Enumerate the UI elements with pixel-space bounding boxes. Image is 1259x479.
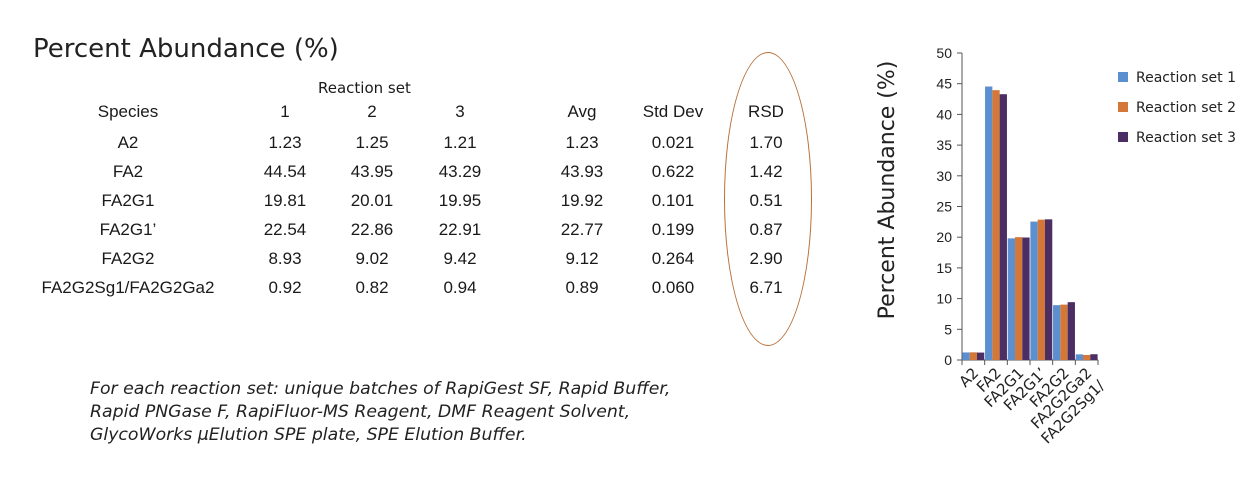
bar-3	[1022, 237, 1030, 360]
y-tick-label: 20	[936, 229, 952, 245]
bar-2	[992, 90, 1000, 360]
column-header: Std Dev	[642, 102, 704, 121]
bar-1	[1053, 305, 1061, 360]
table-cell: 0.622	[651, 162, 695, 181]
legend-label-1: Reaction set 1	[1136, 70, 1236, 86]
y-tick-label: 5	[944, 321, 952, 337]
footnote-line-2: Rapid PNGase F, RapiFluor-MS Reagent, DM…	[90, 402, 631, 422]
table-cell: 1.23	[268, 133, 302, 152]
table-cell: 22.86	[350, 220, 394, 239]
column-header: Species	[97, 102, 159, 121]
bar-2	[969, 352, 977, 360]
bar-2	[1083, 354, 1091, 360]
table-cell: 22.54	[263, 220, 307, 239]
legend-swatch-1	[1118, 72, 1128, 82]
footnote: For each reaction set: unique batches of…	[90, 378, 850, 447]
table-cell: 0.92	[268, 278, 302, 297]
table-cell: 0.060	[651, 278, 695, 297]
species-cell: FA2	[112, 162, 144, 181]
legend-swatch-3	[1118, 132, 1128, 142]
table-cell: 9.02	[355, 249, 389, 268]
table-cell: 8.93	[268, 249, 302, 268]
table-cell: 9.12	[565, 249, 599, 268]
table-cell: 43.95	[350, 162, 394, 181]
column-header: Avg	[567, 102, 597, 121]
table-cell: 0.101	[651, 191, 695, 210]
y-tick-label: 15	[936, 260, 952, 276]
column-header: 1	[280, 102, 290, 121]
table-cell: 19.95	[438, 191, 482, 210]
table-cell: 0.264	[651, 249, 695, 268]
bar-1	[1007, 238, 1016, 360]
table-cell: 19.92	[560, 191, 604, 210]
bar-3	[1044, 219, 1053, 360]
reaction-set-header: Reaction set	[318, 79, 411, 97]
table-cell: 43.93	[560, 162, 604, 181]
table-cell: 0.021	[651, 133, 695, 152]
table-cell: 22.77	[560, 220, 604, 239]
y-tick-label: 45	[936, 76, 952, 92]
legend-label-3: Reaction set 3	[1136, 130, 1236, 146]
species-cell: FA2G1’	[99, 220, 157, 239]
y-tick-label: 35	[936, 137, 952, 153]
rsd-highlight-oval	[724, 52, 812, 346]
table-cell: 1.25	[355, 133, 389, 152]
table-cell: 0.89	[565, 278, 599, 297]
bar-2	[1060, 304, 1068, 360]
legend-label-2: Reaction set 2	[1136, 100, 1236, 116]
table-cell: 1.21	[443, 133, 477, 152]
table-cell: 0.94	[443, 278, 477, 297]
bar-3	[1067, 302, 1075, 360]
y-tick-label: 10	[936, 291, 952, 307]
footnote-line-3: GlycoWorks μElution SPE plate, SPE Eluti…	[90, 425, 527, 445]
species-cell: FA2G1	[101, 191, 155, 210]
bar-1	[1030, 221, 1038, 360]
table-cell: 1.23	[565, 133, 599, 152]
species-cell: FA2G2Sg1/FA2G2Ga2	[41, 278, 215, 297]
species-cell: FA2G2	[101, 249, 155, 268]
table-cell: 19.81	[263, 191, 307, 210]
table-cell: 9.42	[443, 249, 477, 268]
y-axis-title: Percent Abundance (%)	[875, 61, 900, 320]
legend-swatch-2	[1118, 102, 1128, 112]
species-cell: A2	[117, 133, 139, 152]
y-tick-label: 30	[936, 168, 952, 184]
y-tick-label: 50	[936, 45, 952, 61]
bar-3	[1090, 354, 1098, 360]
bar-2	[1015, 237, 1023, 360]
table-cell: 0.82	[355, 278, 389, 297]
table-cell: 43.29	[438, 162, 482, 181]
bar-1	[962, 352, 970, 360]
bar-2	[1037, 219, 1045, 360]
bar-1	[1075, 354, 1084, 360]
table-cell: 22.91	[438, 220, 482, 239]
table-cell: 44.54	[263, 162, 307, 181]
bar-1	[985, 86, 993, 360]
column-header: 2	[367, 102, 377, 121]
bar-3	[976, 352, 985, 360]
table-cell: 0.199	[651, 220, 695, 239]
table-title: Percent Abundance (%)	[33, 34, 339, 64]
y-tick-label: 0	[944, 352, 952, 368]
footnote-line-1: For each reaction set: unique batches of…	[90, 379, 671, 399]
y-tick-label: 40	[936, 106, 952, 122]
bar-3	[999, 94, 1007, 360]
table-cell: 20.01	[350, 191, 394, 210]
column-header: 3	[455, 102, 465, 121]
y-tick-label: 25	[936, 199, 952, 215]
